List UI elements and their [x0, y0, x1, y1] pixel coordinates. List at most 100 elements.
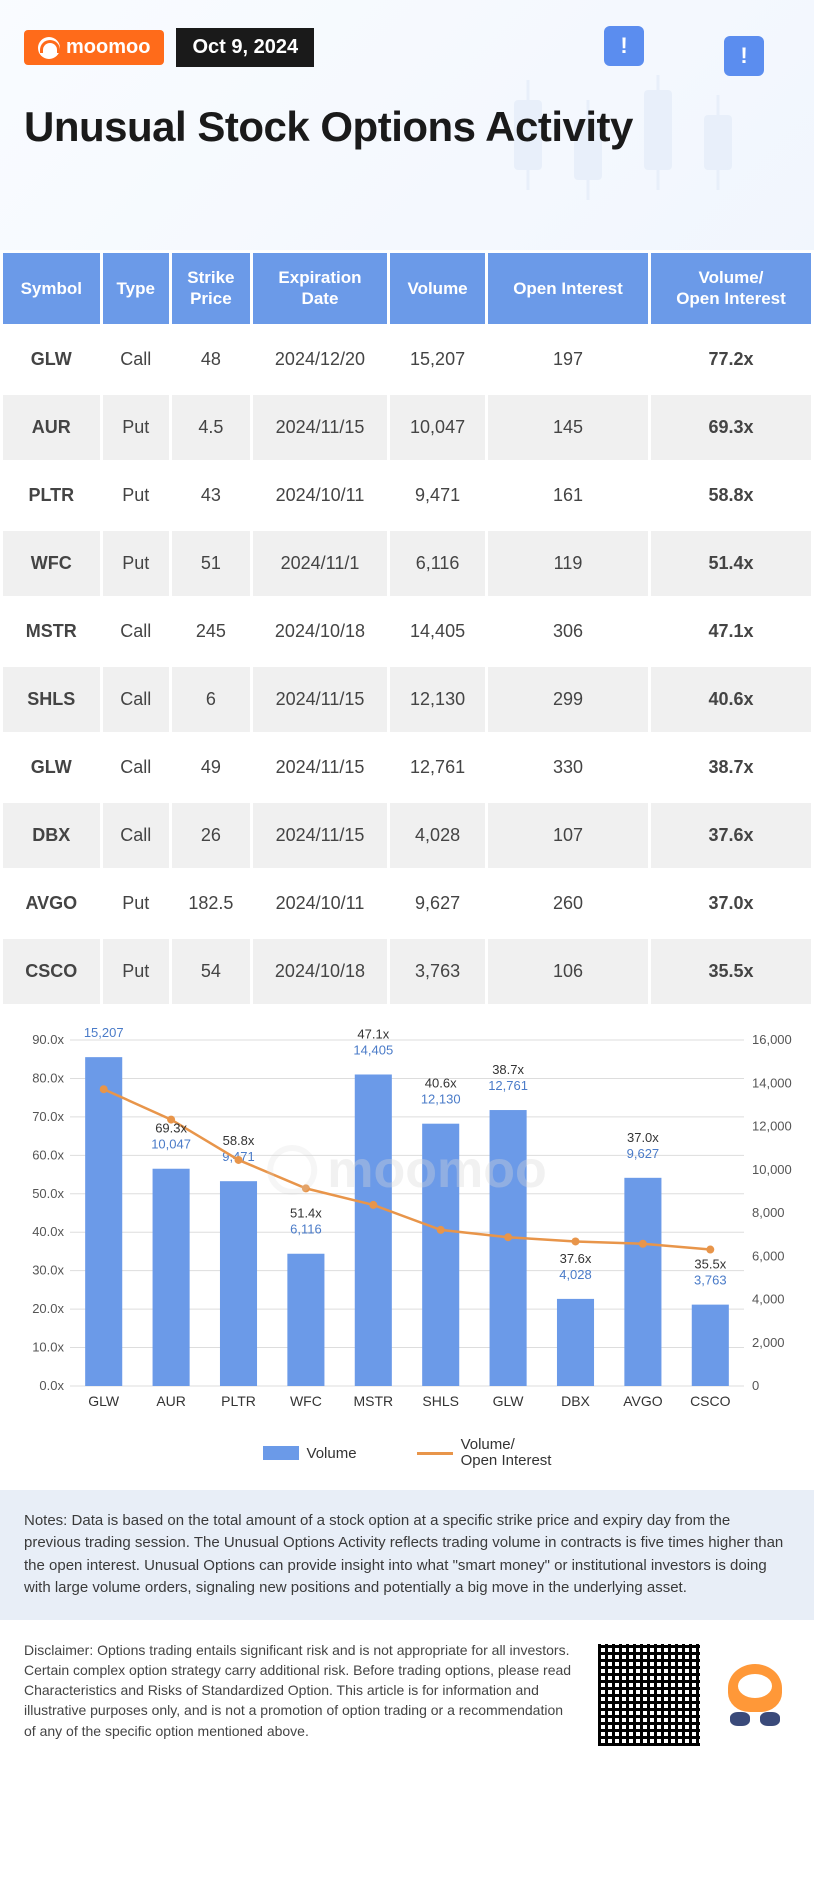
- table-cell: Put: [103, 871, 169, 936]
- svg-text:10.0x: 10.0x: [32, 1339, 64, 1354]
- svg-text:14,405: 14,405: [353, 1042, 393, 1057]
- svg-text:80.0x: 80.0x: [32, 1070, 64, 1085]
- notes-block: Notes: Data is based on the total amount…: [0, 1490, 814, 1620]
- svg-text:SHLS: SHLS: [422, 1393, 459, 1409]
- svg-text:0: 0: [752, 1378, 759, 1393]
- table-cell: 47.1x: [651, 599, 811, 664]
- table-cell: WFC: [3, 531, 100, 596]
- svg-text:AVGO: AVGO: [623, 1393, 663, 1409]
- disclaimer-text: Disclaimer: Options trading entails sign…: [24, 1640, 578, 1741]
- svg-text:51.4x: 51.4x: [290, 1205, 322, 1220]
- svg-text:8,000: 8,000: [752, 1205, 785, 1220]
- chart-legend: Volume Volume/ Open Interest: [0, 1437, 814, 1490]
- svg-text:14,000: 14,000: [752, 1075, 792, 1090]
- table-cell: 15,207: [390, 327, 485, 392]
- legend-line-label: Volume/ Open Interest: [461, 1437, 552, 1470]
- table-cell: 51: [172, 531, 250, 596]
- svg-text:CSCO: CSCO: [690, 1393, 731, 1409]
- table-cell: 4,028: [390, 803, 485, 868]
- table-cell: 119: [488, 531, 648, 596]
- table-header-cell: Type: [103, 253, 169, 324]
- table-cell: Call: [103, 667, 169, 732]
- svg-text:30.0x: 30.0x: [32, 1262, 64, 1277]
- svg-text:12,761: 12,761: [488, 1078, 528, 1093]
- table-cell: CSCO: [3, 939, 100, 1004]
- logo-row: moomoo Oct 9, 2024: [0, 0, 814, 67]
- table-cell: 14,405: [390, 599, 485, 664]
- table-cell: 37.0x: [651, 871, 811, 936]
- table-cell: 77.2x: [651, 327, 811, 392]
- svg-text:16,000: 16,000: [752, 1032, 792, 1047]
- table-cell: 9,627: [390, 871, 485, 936]
- header-section: ! ! moomoo Oct 9, 2024 Unusual Stock Opt…: [0, 0, 814, 250]
- table-cell: 197: [488, 327, 648, 392]
- svg-text:MSTR: MSTR: [353, 1393, 393, 1409]
- svg-text:PLTR: PLTR: [221, 1393, 256, 1409]
- svg-text:37.6x: 37.6x: [560, 1250, 592, 1265]
- svg-text:4,028: 4,028: [559, 1266, 592, 1281]
- page-title: Unusual Stock Options Activity: [0, 67, 814, 151]
- table-cell: 38.7x: [651, 735, 811, 800]
- brand-name: moomoo: [66, 36, 150, 59]
- table-row: GLWCall492024/11/1512,76133038.7x: [3, 735, 811, 800]
- table-cell: GLW: [3, 735, 100, 800]
- table-cell: Call: [103, 803, 169, 868]
- svg-text:6,000: 6,000: [752, 1248, 785, 1263]
- legend-bar-swatch: [263, 1446, 299, 1460]
- table-cell: Call: [103, 327, 169, 392]
- table-cell: DBX: [3, 803, 100, 868]
- table-cell: 6: [172, 667, 250, 732]
- table-row: MSTRCall2452024/10/1814,40530647.1x: [3, 599, 811, 664]
- table-cell: 58.8x: [651, 463, 811, 528]
- options-table: SymbolTypeStrike PriceExpiration DateVol…: [0, 250, 814, 1007]
- table-cell: 10,047: [390, 395, 485, 460]
- svg-text:0.0x: 0.0x: [39, 1378, 64, 1393]
- table-cell: Call: [103, 599, 169, 664]
- svg-text:12,130: 12,130: [421, 1091, 461, 1106]
- table-header-cell: Open Interest: [488, 253, 648, 324]
- legend-line-swatch: [417, 1452, 453, 1455]
- svg-text:70.0x: 70.0x: [32, 1108, 64, 1123]
- table-cell: 9,471: [390, 463, 485, 528]
- svg-text:50.0x: 50.0x: [32, 1185, 64, 1200]
- table-cell: 299: [488, 667, 648, 732]
- table-cell: 2024/11/15: [253, 395, 387, 460]
- table-cell: 2024/11/15: [253, 803, 387, 868]
- brand-logo: moomoo: [24, 30, 164, 65]
- table-row: GLWCall482024/12/2015,20719777.2x: [3, 327, 811, 392]
- table-cell: SHLS: [3, 667, 100, 732]
- table-cell: 107: [488, 803, 648, 868]
- table-cell: 145: [488, 395, 648, 460]
- table-cell: 43: [172, 463, 250, 528]
- table-header-cell: Expiration Date: [253, 253, 387, 324]
- table-cell: 35.5x: [651, 939, 811, 1004]
- svg-text:15,207: 15,207: [84, 1025, 124, 1040]
- svg-text:GLW: GLW: [88, 1393, 120, 1409]
- table-cell: Put: [103, 395, 169, 460]
- mascot-icon: [720, 1640, 790, 1730]
- table-cell: 69.3x: [651, 395, 811, 460]
- table-cell: 4.5: [172, 395, 250, 460]
- legend-line: Volume/ Open Interest: [417, 1437, 552, 1470]
- table-cell: 182.5: [172, 871, 250, 936]
- table-cell: Put: [103, 939, 169, 1004]
- table-cell: 330: [488, 735, 648, 800]
- svg-text:37.0x: 37.0x: [627, 1129, 659, 1144]
- table-header-cell: Volume: [390, 253, 485, 324]
- table-cell: 3,763: [390, 939, 485, 1004]
- table-row: PLTRPut432024/10/119,47116158.8x: [3, 463, 811, 528]
- table-cell: GLW: [3, 327, 100, 392]
- svg-text:90.0x: 90.0x: [32, 1032, 64, 1047]
- table-cell: 2024/11/15: [253, 667, 387, 732]
- table-row: WFCPut512024/11/16,11611951.4x: [3, 531, 811, 596]
- svg-text:38.7x: 38.7x: [492, 1062, 524, 1077]
- table-cell: 306: [488, 599, 648, 664]
- legend-bar-label: Volume: [307, 1445, 357, 1462]
- table-cell: Put: [103, 531, 169, 596]
- table-row: DBXCall262024/11/154,02810737.6x: [3, 803, 811, 868]
- svg-text:69.3x: 69.3x: [155, 1120, 187, 1135]
- table-cell: 161: [488, 463, 648, 528]
- table-row: AVGOPut182.52024/10/119,62726037.0x: [3, 871, 811, 936]
- table-cell: 40.6x: [651, 667, 811, 732]
- table-cell: 37.6x: [651, 803, 811, 868]
